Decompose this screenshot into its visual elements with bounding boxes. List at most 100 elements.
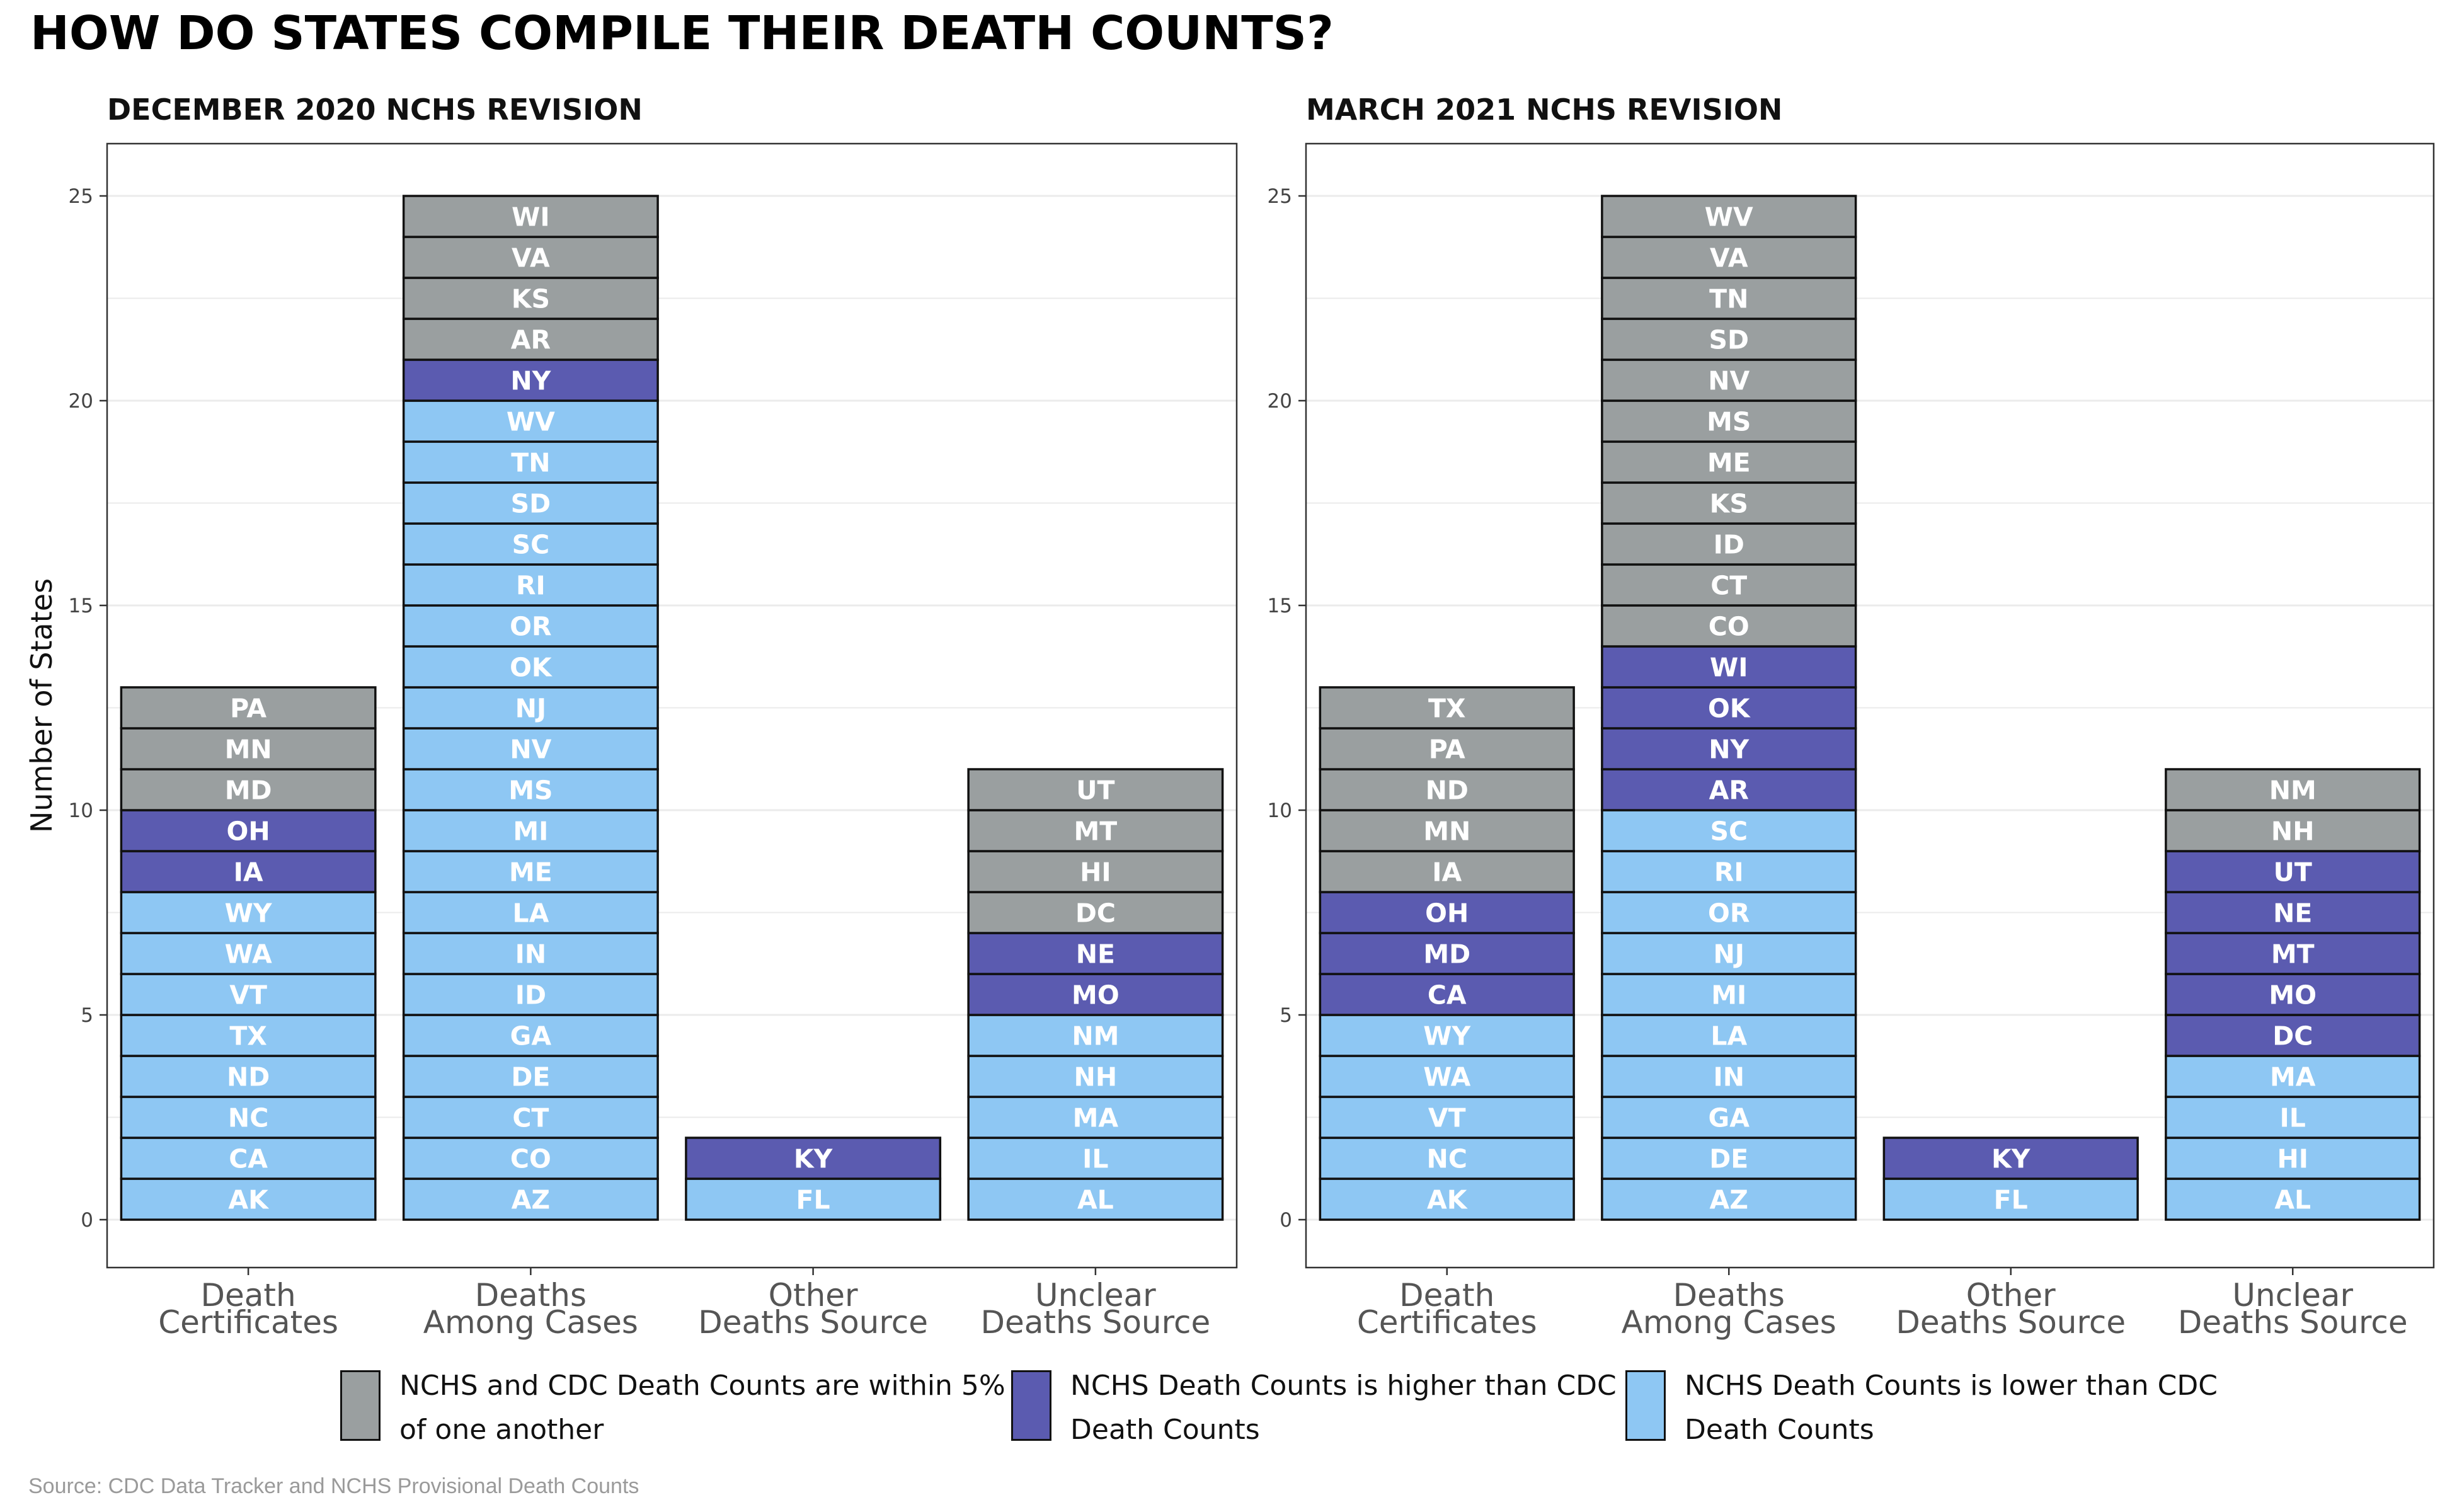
segment-label: KY: [794, 1144, 833, 1174]
bar-deaths-among-cases: AZ CO CT DE GA ID IN LA ME MI MS NV NJ OK OR RI SC SD TN WV…: [402, 195, 659, 1221]
bar-segment-wa: [120, 932, 377, 975]
bar-segment-nm: [967, 1014, 1224, 1057]
bar-segment-az: [402, 1177, 659, 1221]
segment-label: NE: [2273, 898, 2312, 929]
bar-segment-tx: [120, 1014, 377, 1057]
segment-label: WA: [225, 939, 272, 970]
segment-label: FL: [796, 1185, 830, 1215]
x-tick-label: Deaths Among Cases: [423, 1277, 638, 1341]
segment-label: VA: [512, 243, 550, 273]
panel-title: MARCH 2021 NCHS REVISION: [1306, 93, 1782, 127]
bar-segment-tn: [1601, 277, 1857, 320]
y-tick-label: 25: [69, 185, 93, 208]
bar-death-certificates: AK NC VT WA WY CA MD OH IA MN ND PA TX: [1319, 686, 1575, 1221]
segment-label: MI: [513, 816, 548, 847]
segment-label: WA: [1423, 1062, 1470, 1092]
segment-label: MS: [1707, 407, 1751, 437]
bar-segment-co: [402, 1137, 659, 1180]
segment-label: KS: [1710, 489, 1748, 519]
bar-segment-mi: [402, 809, 659, 852]
segment-label: CO: [510, 1144, 551, 1174]
segment-label: CT: [1710, 571, 1747, 601]
segment-label: RI: [516, 571, 546, 601]
segment-label: AK: [228, 1185, 270, 1215]
segment-label: KS: [512, 284, 550, 314]
bar-segment-az: [1601, 1177, 1857, 1221]
bar-segment-il: [967, 1137, 1224, 1180]
segment-label: NY: [510, 366, 551, 396]
bar-segment-mt: [967, 809, 1224, 852]
bar-segment-ri: [1601, 850, 1857, 893]
x-tick-label: Other Deaths Source: [698, 1277, 928, 1341]
bar-segment-ia: [1319, 850, 1575, 893]
bar-deaths-among-cases: AZ DE GA IN LA MI NJ OR RI SC AR NY OK WI CO CT ID KS ME MS…: [1601, 195, 1857, 1221]
segment-label: MO: [1072, 980, 1120, 1011]
segment-label: WY: [1423, 1021, 1471, 1051]
legend-swatch-lower: [1625, 1370, 1666, 1441]
segment-label: NJ: [1713, 939, 1744, 970]
segment-label: ID: [515, 980, 546, 1011]
bar-segment-ut: [967, 768, 1224, 811]
bar-segment-nd: [1319, 768, 1575, 811]
panel-1: DECEMBER 2020 NCHS REVISION 0 5 10 15 20 25 AK C…: [69, 93, 1238, 1341]
y-tick-label: 20: [1268, 390, 1292, 413]
segment-label: NC: [228, 1103, 268, 1133]
bar-segment-pa: [120, 686, 377, 730]
segment-label: IN: [515, 939, 547, 970]
segment-label: VT: [1428, 1103, 1466, 1133]
segment-label: MN: [1423, 816, 1470, 847]
segment-label: PA: [230, 694, 266, 724]
bar-segment-wv: [402, 399, 659, 443]
segment-label: HI: [1080, 857, 1111, 888]
segment-label: DC: [2272, 1021, 2313, 1051]
chart-title: HOW DO STATES COMPILE THEIR DEATH COUNTS…: [30, 6, 1334, 60]
bar-segment-mn: [120, 727, 377, 770]
segment-label: AL: [1077, 1185, 1114, 1215]
segment-label: SC: [1710, 816, 1748, 847]
bar-segment-id: [402, 973, 659, 1016]
bar-segment-ar: [402, 318, 659, 361]
bar-segment-nh: [2165, 809, 2421, 852]
segment-label: ND: [227, 1062, 270, 1092]
segment-label: VA: [1710, 243, 1748, 273]
y-tick-label: 15: [1268, 595, 1292, 617]
segment-label: OK: [1708, 694, 1751, 724]
bar-segment-nv: [1601, 358, 1857, 402]
segment-label: ME: [509, 857, 553, 888]
bar-segment-wv: [1601, 195, 1857, 238]
panel-border: [106, 142, 1238, 1269]
segment-label: FL: [1994, 1185, 2028, 1215]
bar-segment-md: [1319, 932, 1575, 975]
segment-label: PA: [1429, 735, 1465, 765]
legend-label-within-5pct: NCHS and CDC Death Counts are within 5% …: [399, 1370, 1005, 1446]
bar-segment-ak: [120, 1177, 377, 1221]
segment-label: DC: [1075, 898, 1116, 929]
bar-segment-fl: [685, 1177, 942, 1221]
bar-segment-hi: [2165, 1137, 2421, 1180]
bar-segment-nj: [402, 686, 659, 730]
bar-segment-ms: [402, 768, 659, 811]
segment-label: CT: [512, 1103, 549, 1133]
segment-label: IL: [2280, 1103, 2306, 1133]
legend-swatch-higher: [1011, 1370, 1051, 1441]
segment-label: SC: [512, 530, 550, 560]
segment-label: AR: [1709, 776, 1749, 806]
bar-other-deaths-source: FL KY: [685, 1137, 942, 1221]
bar-segment-ks: [1601, 481, 1857, 525]
segment-label: SD: [511, 489, 551, 519]
segment-label: DE: [1709, 1144, 1748, 1174]
bar-segment-wi: [402, 195, 659, 238]
bar-segment-ms: [1601, 399, 1857, 443]
bar-other-deaths-source: FL KY: [1882, 1137, 2139, 1221]
segment-label: NV: [510, 735, 551, 765]
source-note: Source: CDC Data Tracker and NCHS Provis…: [28, 1474, 639, 1498]
bar-segment-dc: [2165, 1014, 2421, 1057]
x-tick-label: Death Certificates: [1357, 1277, 1537, 1341]
bar-segment-ma: [2165, 1055, 2421, 1098]
segment-label: OK: [510, 653, 553, 683]
segment-label: MS: [508, 776, 553, 806]
x-tick-label: Deaths Among Cases: [1622, 1277, 1836, 1341]
segment-label: ID: [1714, 530, 1744, 560]
segment-label: MT: [1074, 816, 1117, 847]
segment-label: NH: [1074, 1062, 1118, 1092]
